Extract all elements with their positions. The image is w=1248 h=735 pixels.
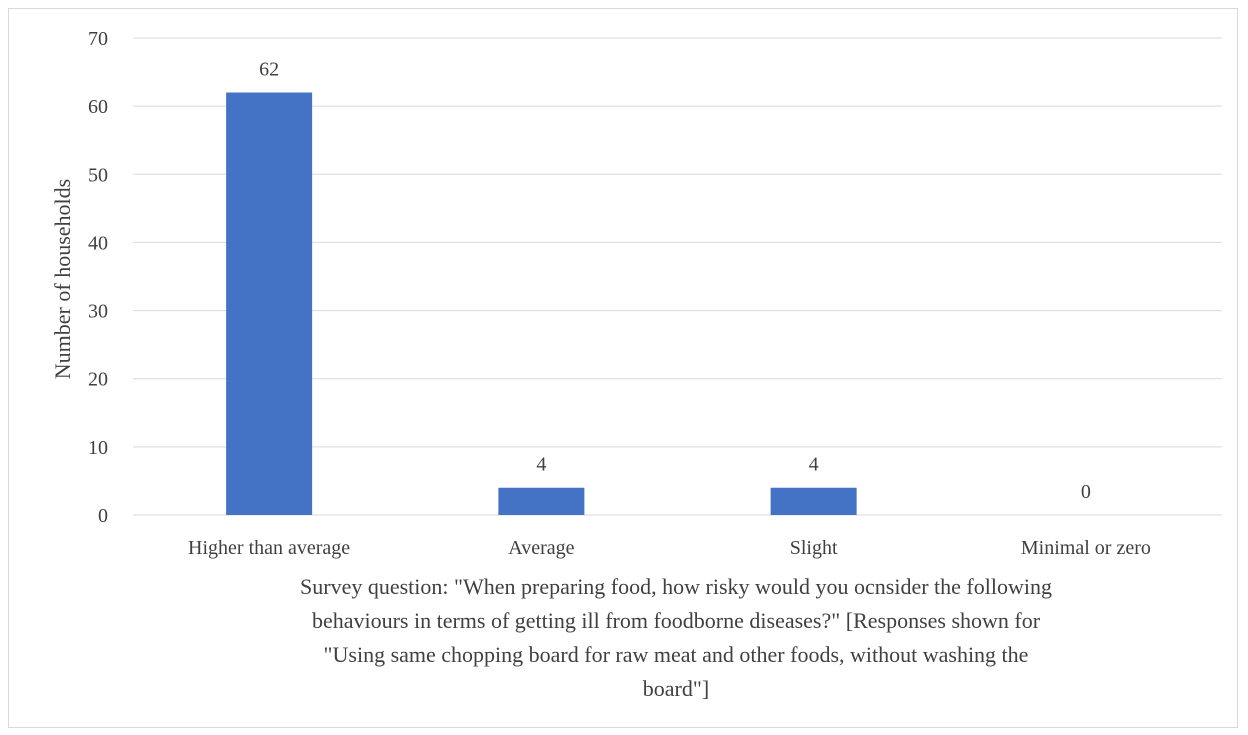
data-labels: 62 4 4 0 xyxy=(259,59,1091,503)
x-axis-title-line: behaviours in terms of getting ill from … xyxy=(312,608,1041,633)
x-tick-label: Minimal or zero xyxy=(1021,537,1151,559)
x-axis-ticks: Higher than average Average Slight Minimal … xyxy=(188,537,1151,559)
y-tick-label: 70 xyxy=(88,28,108,50)
y-tick-label: 20 xyxy=(88,369,108,391)
y-tick-label: 10 xyxy=(88,437,108,459)
bar xyxy=(226,92,313,515)
bar xyxy=(770,487,857,515)
bars xyxy=(226,92,857,515)
data-label: 62 xyxy=(259,59,279,81)
x-tick-label: Slight xyxy=(790,537,838,559)
x-axis-title: Survey question: "When preparing food, h… xyxy=(300,574,1052,701)
y-tick-label: 30 xyxy=(88,301,108,323)
data-label: 0 xyxy=(1081,481,1091,503)
y-tick-label: 0 xyxy=(98,505,108,527)
y-tick-label: 60 xyxy=(88,96,108,118)
chart-frame xyxy=(8,8,1238,728)
data-label: 4 xyxy=(809,454,819,476)
x-tick-label: Average xyxy=(508,537,574,559)
y-tick-label: 50 xyxy=(88,164,108,186)
gridlines xyxy=(133,37,1222,516)
x-axis-title-line: Survey question: "When preparing food, h… xyxy=(300,574,1052,599)
y-tick-label: 40 xyxy=(88,232,108,254)
data-label: 4 xyxy=(536,454,546,476)
y-axis-title: Number of households xyxy=(50,179,75,379)
x-axis-title-line: "Using same chopping board for raw meat … xyxy=(324,642,1029,667)
bar xyxy=(498,487,585,515)
y-axis-ticks: 0 10 20 30 40 50 60 70 xyxy=(88,28,108,527)
x-tick-label: Higher than average xyxy=(188,537,350,559)
x-axis-title-line: board"] xyxy=(643,676,709,701)
